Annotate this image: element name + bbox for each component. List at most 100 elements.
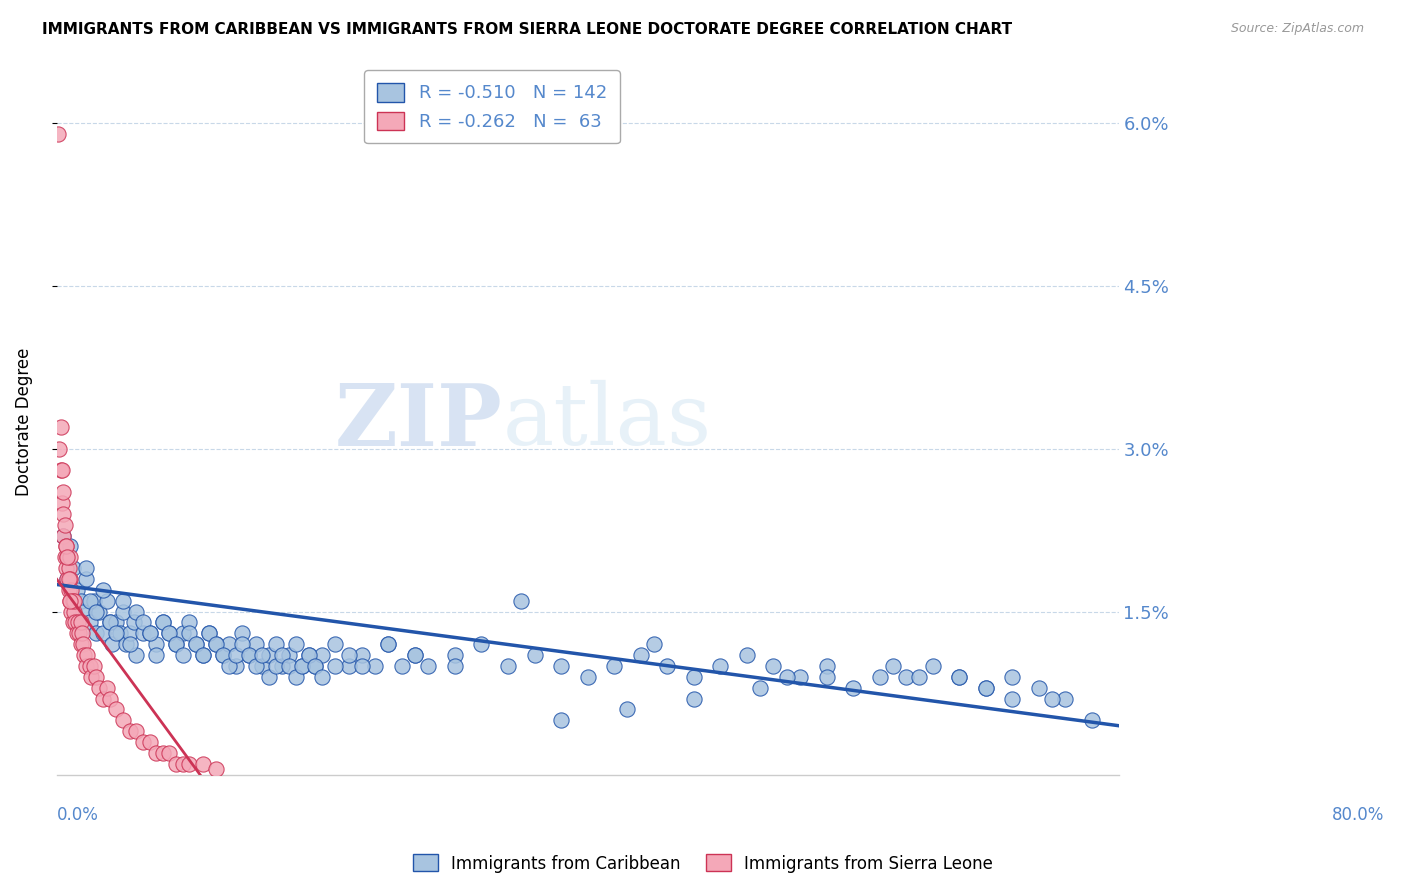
Point [59, 572, 82, 586]
Point [271, 659, 294, 673]
Point [75, 561, 97, 575]
Point [79, 659, 101, 673]
Point [87, 605, 110, 619]
Text: Source: ZipAtlas.com: Source: ZipAtlas.com [1230, 22, 1364, 36]
Point [211, 648, 233, 662]
Point [291, 659, 314, 673]
Point [51, 496, 73, 510]
Point [46, 127, 69, 141]
Point [60, 582, 83, 597]
Point [245, 637, 267, 651]
Point [83, 594, 105, 608]
Point [325, 637, 347, 651]
Point [145, 746, 167, 760]
Point [337, 659, 360, 673]
Point [762, 659, 785, 673]
Point [735, 648, 758, 662]
Point [49, 463, 72, 477]
Point [118, 724, 141, 739]
Point [122, 615, 145, 630]
Point [550, 713, 572, 727]
Point [377, 637, 399, 651]
Point [55, 540, 77, 554]
Point [364, 659, 387, 673]
Point [896, 670, 918, 684]
Point [58, 561, 80, 575]
Point [65, 582, 87, 597]
Point [252, 648, 274, 662]
Point [69, 615, 91, 630]
Point [105, 702, 128, 716]
Point [96, 594, 118, 608]
Point [86, 670, 108, 684]
Point [52, 528, 75, 542]
Point [974, 681, 997, 695]
Point [311, 670, 333, 684]
Point [98, 615, 121, 630]
Point [948, 670, 970, 684]
Point [350, 659, 373, 673]
Point [65, 626, 87, 640]
Point [91, 582, 114, 597]
Point [749, 681, 772, 695]
Point [101, 637, 124, 651]
Point [59, 594, 82, 608]
Point [98, 615, 121, 630]
Point [205, 637, 228, 651]
Point [225, 648, 247, 662]
Point [132, 626, 155, 640]
Legend: R = -0.510   N = 142, R = -0.262   N =  63: R = -0.510 N = 142, R = -0.262 N = 63 [364, 70, 620, 144]
Point [76, 648, 98, 662]
Point [56, 572, 79, 586]
Point [264, 637, 287, 651]
Point [277, 648, 299, 662]
Text: ZIP: ZIP [335, 380, 502, 464]
Point [63, 594, 86, 608]
Point [69, 637, 91, 651]
Point [63, 615, 86, 630]
Point [75, 659, 97, 673]
Point [271, 648, 294, 662]
Point [510, 594, 533, 608]
Point [86, 626, 108, 640]
Point [252, 659, 274, 673]
Point [59, 540, 82, 554]
Point [53, 550, 76, 565]
Point [776, 670, 799, 684]
Point [682, 670, 704, 684]
Point [948, 670, 970, 684]
Point [603, 659, 626, 673]
Point [179, 756, 201, 771]
Point [172, 648, 194, 662]
Point [111, 713, 134, 727]
Point [66, 615, 89, 630]
Point [58, 582, 80, 597]
Point [55, 540, 77, 554]
Point [72, 605, 94, 619]
Point [63, 605, 86, 619]
Point [132, 735, 155, 749]
Point [191, 756, 214, 771]
Point [205, 637, 228, 651]
Point [152, 746, 174, 760]
Point [418, 659, 440, 673]
Point [377, 637, 399, 651]
Point [96, 681, 118, 695]
Point [1028, 681, 1050, 695]
Point [51, 463, 73, 477]
Point [59, 550, 82, 565]
Point [184, 637, 207, 651]
Point [52, 507, 75, 521]
Point [184, 637, 207, 651]
Point [550, 659, 572, 673]
Point [152, 615, 174, 630]
Point [55, 561, 77, 575]
Point [1001, 670, 1024, 684]
Point [172, 756, 194, 771]
Point [298, 648, 321, 662]
Point [643, 637, 665, 651]
Y-axis label: Doctorate Degree: Doctorate Degree [15, 347, 32, 496]
Text: 0.0%: 0.0% [56, 806, 98, 824]
Point [311, 648, 333, 662]
Point [159, 626, 181, 640]
